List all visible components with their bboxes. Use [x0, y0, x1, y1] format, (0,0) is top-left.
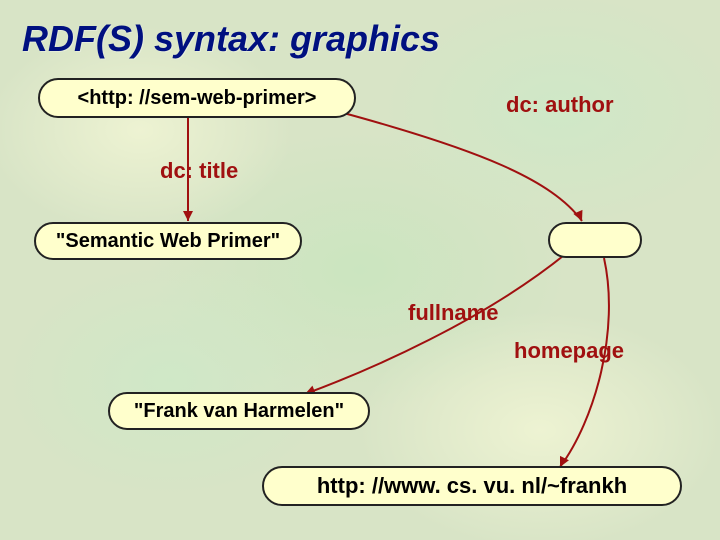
node-fullname-label: "Frank van Harmelen" [134, 400, 344, 423]
slide-canvas: RDF(S) syntax: graphics <http: //sem-web… [0, 0, 720, 540]
edge-label-homepage: homepage [514, 338, 624, 364]
node-uri: <http: //sem-web-primer> [38, 78, 356, 118]
node-title-label: "Semantic Web Primer" [56, 230, 280, 253]
node-homepage: http: //www. cs. vu. nl/~frankh [262, 466, 682, 506]
edge-label-author: dc: author [506, 92, 614, 118]
node-fullname: "Frank van Harmelen" [108, 392, 370, 430]
node-homepage-label: http: //www. cs. vu. nl/~frankh [317, 473, 627, 499]
page-title: RDF(S) syntax: graphics [22, 18, 440, 60]
edge-label-title: dc: title [160, 158, 238, 184]
edge-label-fullname: fullname [408, 300, 498, 326]
node-uri-label: <http: //sem-web-primer> [78, 87, 317, 110]
node-title: "Semantic Web Primer" [34, 222, 302, 260]
node-anon [548, 222, 642, 258]
